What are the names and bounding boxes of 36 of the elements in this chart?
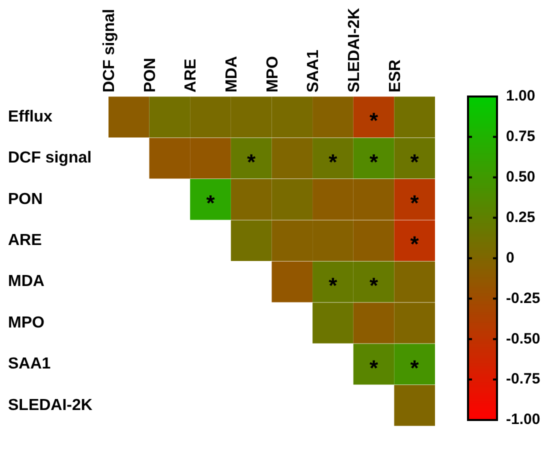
x-tick-label: ARE xyxy=(182,58,200,92)
data-label: * xyxy=(369,355,378,380)
color-bar-label: 0.75 xyxy=(506,128,536,146)
data-label: * xyxy=(369,108,378,134)
y-tick-label: ARE xyxy=(8,232,42,250)
y-tick-label: MDA xyxy=(8,273,45,290)
data-label: * xyxy=(328,149,338,174)
x-tick-label: PON xyxy=(142,58,159,92)
data-label: * xyxy=(410,355,420,380)
x-tick-label: MPO xyxy=(264,56,282,92)
color-bar-label: -0.25 xyxy=(506,290,540,307)
y-tick-label: Efflux xyxy=(8,108,53,126)
color-bar-label: 1.00 xyxy=(506,88,536,105)
data-label: * xyxy=(369,149,378,174)
color-bar-label: 0 xyxy=(506,249,514,266)
y-tick-label: SAA1 xyxy=(8,356,51,373)
y-tick-label: SLEDAI-2K xyxy=(8,396,93,414)
x-tick-label: SLEDAI-2K xyxy=(346,8,363,92)
y-tick-label: DCF signal xyxy=(8,150,92,167)
color-bar-label: 0.25 xyxy=(506,208,536,226)
color-bar-label: -0.50 xyxy=(506,330,540,348)
color-bar-label: -0.75 xyxy=(506,370,540,388)
data-label: * xyxy=(410,190,420,216)
data-label: * xyxy=(247,149,256,174)
color-bar-label: 0.50 xyxy=(506,168,536,186)
x-tick-label: SAA1 xyxy=(305,50,322,92)
data-label: * xyxy=(410,149,420,174)
data-label: * xyxy=(369,272,378,298)
color-bar-label: -1.00 xyxy=(506,411,540,428)
data-label: * xyxy=(410,232,420,257)
x-tick-label: ESR xyxy=(386,59,404,92)
data-label: * xyxy=(206,190,216,216)
x-tick-label: MDA xyxy=(224,56,241,92)
data-label: * xyxy=(328,272,338,298)
y-tick-label: PON xyxy=(8,190,43,208)
y-tick-label: MPO xyxy=(8,314,44,332)
